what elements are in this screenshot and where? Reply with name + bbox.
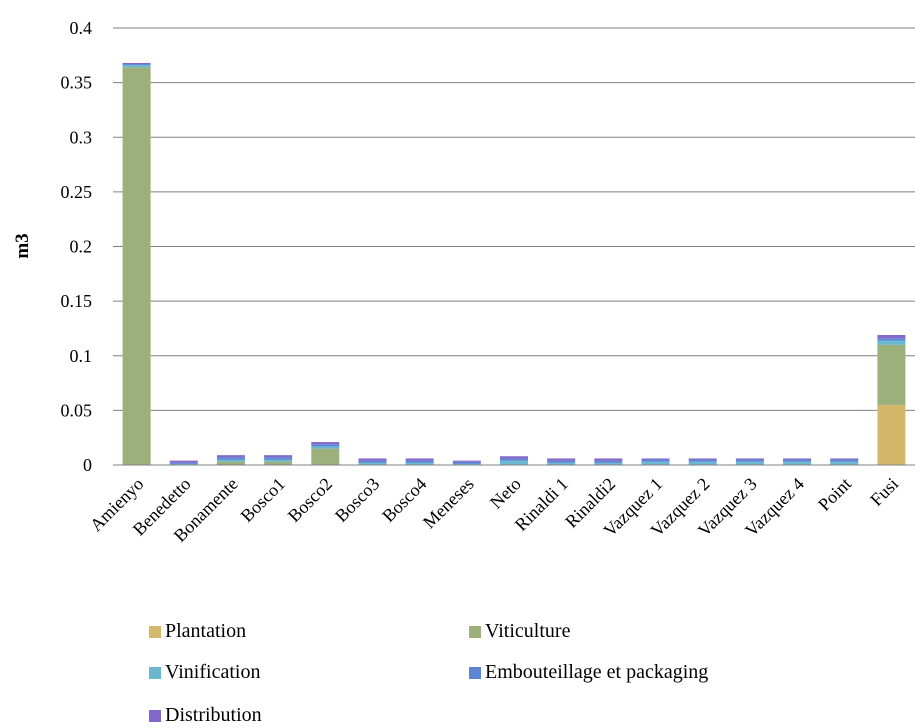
bar-segment-distribution <box>830 458 859 460</box>
bar-segment-embouteillage-et-packaging <box>358 460 387 463</box>
bar-segment-distribution <box>783 458 812 460</box>
bar-segment-vinification <box>594 462 623 465</box>
bar-segment-vinification <box>500 460 528 465</box>
legend-item-vinification: Vinification <box>149 661 260 684</box>
gridlines <box>113 27 915 411</box>
legend-label-vinification: Vinification <box>165 661 261 683</box>
legend-item-plantation: Plantation <box>149 620 246 643</box>
x-tick-label: Rinaldi 1 <box>511 474 572 535</box>
y-tick-label: 0.2 <box>70 237 93 257</box>
bar-segment-viticulture <box>311 448 340 465</box>
legend-item-viticulture: Viticulture <box>469 620 570 643</box>
bar-segment-vinification <box>405 462 434 465</box>
bar-segment-embouteillage-et-packaging <box>500 458 528 461</box>
bar-segment-viticulture <box>264 461 293 465</box>
y-tick-label: 0.35 <box>61 73 93 93</box>
bar-segment-distribution <box>500 456 528 459</box>
bar-segment-vinification <box>877 340 906 345</box>
x-tick-label: Fusi <box>866 474 902 510</box>
bar-segment-viticulture <box>216 461 245 465</box>
bar-segment-embouteillage-et-packaging <box>311 444 340 447</box>
bar-segment-distribution <box>311 442 340 445</box>
bar-segment-vinification <box>783 461 812 465</box>
legend-swatch-distribution <box>149 709 161 722</box>
x-tick-label: Bosco3 <box>331 474 383 526</box>
bar-segment-embouteillage-et-packaging <box>216 457 245 460</box>
bar-segment-vinification <box>122 65 151 68</box>
y-axis-ticks: 0 0.05 0.1 0.15 0.2 0.25 0.3 0.35 0.4 <box>61 18 93 475</box>
stacked-bar-chart: 0 0.05 0.1 0.15 0.2 0.25 0.3 0.35 0.4 AmienyoBen… <box>12 18 915 546</box>
bar-segment-distribution <box>688 458 717 460</box>
x-axis-ticks: AmienyoBenedettoBonamenteBosco1Bosco2Bos… <box>86 474 902 546</box>
bar-segment-embouteillage-et-packaging <box>594 460 623 463</box>
bar-segment-embouteillage-et-packaging <box>452 461 481 464</box>
y-axis-label: m3 <box>12 233 33 258</box>
bar-segment-embouteillage-et-packaging <box>547 460 576 463</box>
bar-segment-embouteillage-et-packaging <box>688 459 717 462</box>
x-tick-label: Bosco2 <box>284 474 336 526</box>
legend-label-distribution: Distribution <box>165 704 262 726</box>
bar-segment-distribution <box>405 458 434 461</box>
x-tick-label: Neto <box>486 474 525 513</box>
bar-segment-viticulture <box>877 344 906 405</box>
bar-segment-vinification <box>452 463 481 465</box>
x-tick-label: Bosco1 <box>237 474 289 526</box>
bar-segment-vinification <box>264 459 293 462</box>
bar-segment-embouteillage-et-packaging <box>641 459 670 462</box>
bar-segment-distribution <box>122 62 151 65</box>
y-tick-label: 0 <box>83 455 92 475</box>
legend-label-embouteillage: Embouteillage et packaging <box>485 661 709 683</box>
bar-segment-vinification <box>547 462 576 465</box>
bar-segment-vinification <box>358 462 387 465</box>
bar-segment-plantation <box>877 404 906 465</box>
x-tick-label: Meneses <box>419 474 478 533</box>
bar-segment-embouteillage-et-packaging <box>405 460 434 463</box>
legend-item-embouteillage: Embouteillage et packaging <box>469 661 708 684</box>
legend-label-viticulture: Viticulture <box>485 620 571 642</box>
bar-segment-distribution <box>594 458 623 461</box>
bar-segment-vinification <box>216 459 245 462</box>
bar-segment-vinification <box>735 461 764 465</box>
legend-swatch-vinification <box>149 666 161 679</box>
bar-segment-embouteillage-et-packaging <box>830 459 859 462</box>
y-tick-label: 0.05 <box>61 400 93 420</box>
legend-label-plantation: Plantation <box>165 620 247 642</box>
bar-segment-vinification <box>641 461 670 465</box>
legend-item-distribution: Distribution <box>149 704 262 727</box>
bar-segment-distribution <box>547 458 576 461</box>
bar-segment-distribution <box>641 458 670 460</box>
y-tick-label: 0.3 <box>70 127 93 147</box>
bar-segment-distribution <box>358 458 387 461</box>
bar-segment-distribution <box>877 334 906 339</box>
bar-segment-embouteillage-et-packaging <box>264 457 293 460</box>
y-tick-label: 0.15 <box>61 291 93 311</box>
bar-segment-embouteillage-et-packaging <box>122 64 151 66</box>
bar-segment-embouteillage-et-packaging <box>783 459 812 462</box>
bar-segment-embouteillage-et-packaging <box>877 338 906 341</box>
bar-segment-embouteillage-et-packaging <box>735 459 764 462</box>
bar-segment-distribution <box>216 455 245 458</box>
bar-segment-vinification <box>830 461 859 465</box>
bar-segment-distribution <box>452 460 481 462</box>
legend-swatch-embouteillage <box>469 666 481 679</box>
y-tick-label: 0.1 <box>70 346 93 366</box>
x-tick-label: Point <box>814 474 855 515</box>
y-tick-label: 0.25 <box>61 182 93 202</box>
y-tick-label: 0.4 <box>70 18 93 38</box>
bar-segment-distribution <box>264 455 293 458</box>
bar-segment-vinification <box>169 463 198 465</box>
legend-swatch-plantation <box>149 625 161 638</box>
bar-segment-vinification <box>688 461 717 465</box>
legend-swatch-viticulture <box>469 625 481 638</box>
bar-segment-embouteillage-et-packaging <box>169 462 198 464</box>
bar-segment-viticulture <box>122 67 151 465</box>
bar-segment-vinification <box>311 446 340 449</box>
bars <box>122 62 906 465</box>
bar-segment-distribution <box>169 460 198 463</box>
bar-segment-distribution <box>735 458 764 460</box>
